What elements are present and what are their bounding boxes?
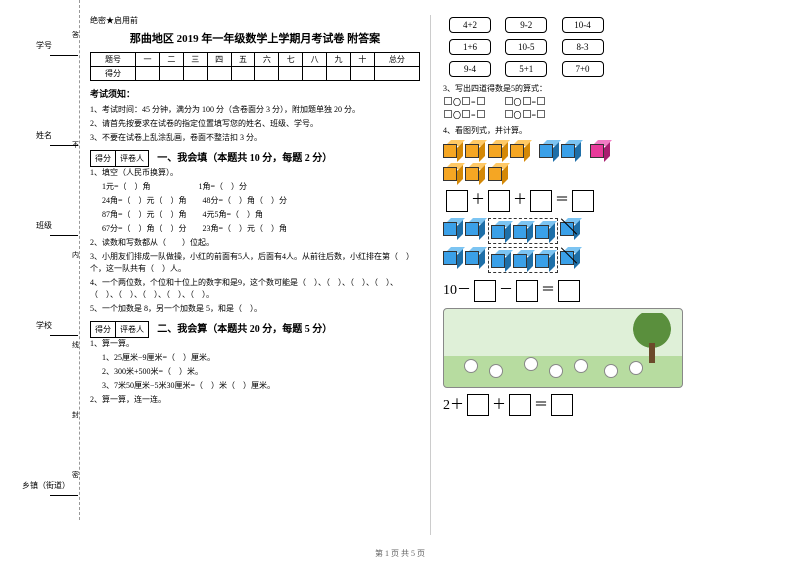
binding-label-4: 学校 (36, 320, 52, 331)
th-6: 六 (255, 53, 279, 67)
scorebox-1: 得分 评卷人 (90, 150, 149, 167)
equation-1: ＋＋＝ (443, 189, 780, 212)
notice-1: 1、考试时间：45 分钟，满分为 100 分（含卷面分 3 分），附加题单独 2… (90, 104, 420, 116)
s2q1l2: 3、7米50厘米−5米30厘米=（ ）米（ ）厘米。 (90, 380, 420, 392)
seal-char-6: 密 (72, 470, 79, 480)
binding-margin: 学号 姓名 班级 学校 乡镇（街道） 答 不 内 线 封 密 (0, 0, 80, 520)
bunny-icon (549, 364, 563, 378)
pill: 4+2 (449, 17, 491, 33)
th-1: 一 (136, 53, 160, 67)
cubes-fig1-row1 (443, 140, 780, 160)
pill: 5+1 (505, 61, 547, 77)
binding-label-3: 班级 (36, 220, 52, 231)
equation-2: 10－－＝ (443, 279, 780, 302)
pill: 9-4 (449, 61, 491, 77)
s2q1l0: 1、25厘米−9厘米=（ ）厘米。 (90, 352, 420, 364)
th-7: 七 (279, 53, 303, 67)
scorebox-2: 得分 评卷人 (90, 321, 149, 338)
binding-label-5: 乡镇（街道） (22, 480, 70, 491)
pill: 9-2 (505, 17, 547, 33)
pill-row-1: 4+2 9-2 10-4 (443, 15, 780, 35)
section2-title: 二、我会算（本题共 20 分，每题 5 分） (157, 320, 332, 335)
left-column: 绝密★启用前 那曲地区 2019 年一年级数学上学期月考试卷 附答案 题号 一 … (90, 15, 430, 535)
bunny-icon (524, 357, 538, 371)
bunny-icon (604, 364, 618, 378)
pill: 10-5 (505, 39, 547, 55)
rabbit-scene (443, 308, 683, 388)
tree-icon (632, 313, 672, 353)
cubes-fig2-row2 (443, 247, 780, 273)
scorebox-c2: 评卷人 (116, 151, 148, 166)
s2q1: 1、算一算。 (90, 338, 420, 350)
pill: 10-4 (562, 17, 604, 33)
th-9: 九 (327, 53, 351, 67)
th-3: 三 (183, 53, 207, 67)
bunny-icon (489, 364, 503, 378)
seal-char-4: 线 (72, 340, 79, 350)
s1q1l1: 24角=（ ）元（ ）角 48分=（ ）角（ ）分 (90, 195, 420, 207)
exam-title: 那曲地区 2019 年一年级数学上学期月考试卷 附答案 (90, 30, 420, 46)
rq4: 4、看图列式，并计算。 (443, 125, 780, 137)
cubes-fig2-row1 (443, 218, 780, 244)
row-label: 得分 (91, 67, 136, 81)
pill-row-2: 1+6 10-5 8-3 (443, 37, 780, 57)
s1q4: 4、一个两位数，个位和十位上的数字和是9，这个数可能是（ ）、（ ）、（ ）、（… (90, 277, 420, 301)
th-8: 八 (303, 53, 327, 67)
th-11: 总分 (374, 53, 419, 67)
secret-mark: 绝密★启用前 (90, 15, 420, 26)
section1-title: 一、我会填（本题共 10 分，每题 2 分） (157, 149, 332, 164)
pill: 7+0 (562, 61, 604, 77)
s1q5: 5、一个加数是 8，另一个加数是 5，和是（ ）。 (90, 303, 420, 315)
th-2: 二 (159, 53, 183, 67)
s1q1l3: 67分=（ ）角（ ）分 23角=（ ）元（ ）角 (90, 223, 420, 235)
pill-row-3: 9-4 5+1 7+0 (443, 59, 780, 79)
notice-2: 2、请首先按要求在试卷的指定位置填写您的姓名、班级、学号。 (90, 118, 420, 130)
cubes-fig1-row2 (443, 163, 780, 183)
score-table: 题号 一 二 三 四 五 六 七 八 九 十 总分 得分 (90, 52, 420, 81)
th-10: 十 (350, 53, 374, 67)
s1q2: 2、读数和写数都从（ ）位起。 (90, 237, 420, 249)
binding-label-1: 学号 (36, 40, 52, 51)
seal-char-2: 不 (72, 140, 79, 150)
th-0: 题号 (91, 53, 136, 67)
s1q1: 1、填空（人民币换算）。 (90, 167, 420, 179)
page-footer: 第 1 页 共 5 页 (0, 548, 800, 559)
notice-heading: 考试须知： (90, 87, 420, 100)
seal-char-3: 内 (72, 250, 79, 260)
s1q1l0: 1元=（ ）角 1角=（ ）分 (90, 181, 420, 193)
rq3: 3、写出四道得数是5的算式： (443, 83, 780, 95)
s1q3: 3、小朋友们排成一队做操，小红的前面有5人，后面有4人。从前往后数，小红排在第（… (90, 251, 420, 275)
notice-3: 3、不要在试卷上乱涂乱画，卷面不整洁扣 3 分。 (90, 132, 420, 144)
bunny-icon (629, 361, 643, 375)
eq5-row: 〇= 〇= (443, 97, 780, 108)
bunny-icon (464, 359, 478, 373)
s2q1l1: 2、300米+500米=（ ）米。 (90, 366, 420, 378)
equation-3: 2＋＋＝ (443, 394, 780, 417)
pill: 1+6 (449, 39, 491, 55)
eq5-row2: 〇= 〇= (443, 110, 780, 121)
bunny-icon (574, 359, 588, 373)
pill: 8-3 (562, 39, 604, 55)
seal-char-5: 封 (72, 410, 79, 420)
scorebox-c1: 得分 (91, 151, 116, 166)
right-column: 4+2 9-2 10-4 1+6 10-5 8-3 9-4 5+1 7+0 3、… (430, 15, 780, 535)
th-5: 五 (231, 53, 255, 67)
binding-label-2: 姓名 (36, 130, 52, 141)
s1q1l2: 87角=（ ）元（ ）角 4元5角=（ ）角 (90, 209, 420, 221)
seal-char-1: 答 (72, 30, 79, 40)
th-4: 四 (207, 53, 231, 67)
s2q2: 2、算一算，连一连。 (90, 394, 420, 406)
